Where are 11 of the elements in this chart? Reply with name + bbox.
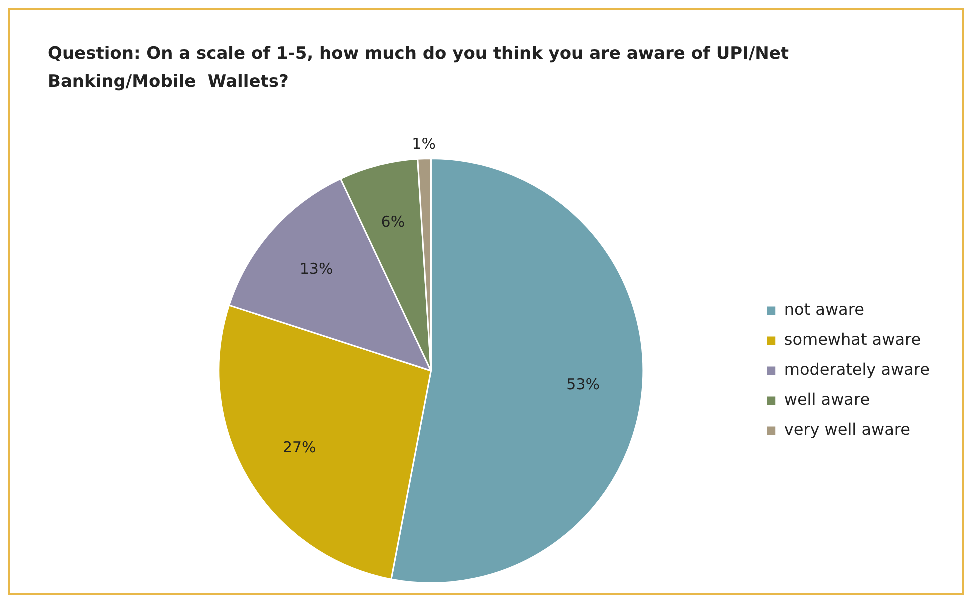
data-label: 1%	[412, 134, 436, 153]
legend-label: not aware	[784, 300, 864, 320]
data-label: 6%	[381, 212, 406, 231]
legend-label: moderately aware	[784, 360, 930, 380]
legend-label: very well aware	[784, 420, 910, 440]
data-label: 53%	[566, 375, 600, 394]
legend-label: well aware	[784, 390, 870, 410]
legend-label: somewhat aware	[784, 330, 922, 350]
data-label: 27%	[282, 438, 316, 457]
data-label: 13%	[300, 260, 334, 278]
chart-title: Question: On a scale of 1-5, how much do you think you are aware of UPI/Net Banking/Mobile Wallets?	[48, 43, 790, 94]
